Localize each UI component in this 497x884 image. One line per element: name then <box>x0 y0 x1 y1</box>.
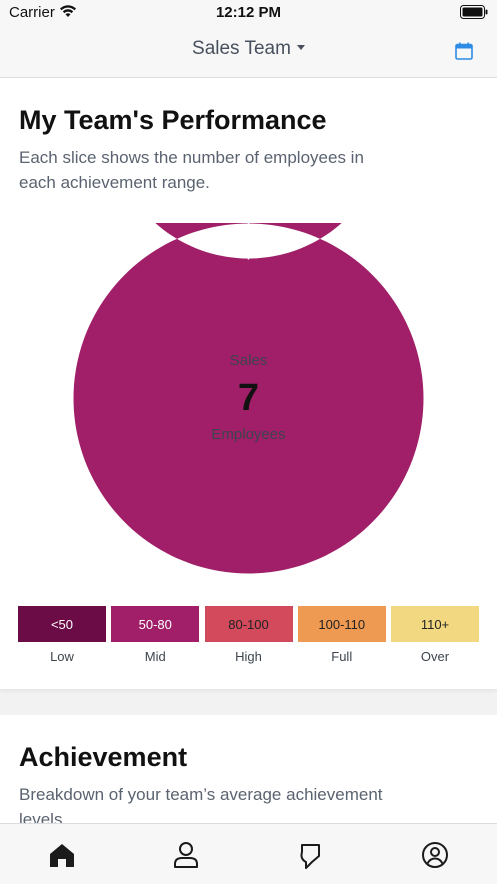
account-circle-icon[interactable] <box>420 840 450 870</box>
performance-card: My Team's Performance Each slice shows t… <box>0 0 497 689</box>
donut-chart[interactable]: Sales 7 Employees <box>73 0 424 574</box>
wifi-icon <box>60 5 76 17</box>
achievement-title: Achievement <box>19 742 188 772</box>
legend-item-high: 80-100 High <box>204 606 293 664</box>
range-legend: <50 Low 50-80 Mid 80-100 High 100-110 Full 110+ O… <box>18 606 479 666</box>
legend-range-2: 80-100 <box>204 606 293 642</box>
donut-center-count: 7 <box>237 377 260 419</box>
legend-item-over: 110+ Over <box>391 606 479 664</box>
donut-center-label: Sales <box>229 352 268 369</box>
performance-title: My Team's Performance <box>19 105 327 135</box>
status-bar: Carrier 12:12 PM <box>0 0 497 26</box>
legend-range-3: 100-110 <box>297 606 386 642</box>
carrier-label: Carrier <box>9 4 55 21</box>
donut-center: Sales 7 Employees <box>73 352 424 443</box>
legend-item-full: 100-110 Full <box>297 606 386 664</box>
team-selector[interactable]: Sales Team <box>0 38 497 60</box>
home-icon[interactable] <box>47 840 77 870</box>
legend-range-0: <50 <box>18 606 106 642</box>
nav-title[interactable]: Sales Team <box>192 38 291 59</box>
calendar-icon[interactable] <box>455 42 473 60</box>
battery-icon <box>460 5 488 19</box>
caret-down-icon[interactable] <box>296 45 305 51</box>
legend-label-1: Mid <box>144 649 166 664</box>
ribbon-icon[interactable] <box>296 840 326 870</box>
legend-range-1: 50-80 <box>111 606 200 642</box>
status-time: 12:12 PM <box>215 4 282 21</box>
performance-description: Each slice shows the number of employees… <box>19 148 364 192</box>
tab-bar <box>0 823 497 884</box>
legend-label-2: High <box>235 649 262 664</box>
legend-label-4: Over <box>420 649 450 664</box>
donut-center-sublabel: Employees <box>211 426 286 443</box>
legend-label-0: Low <box>50 649 74 664</box>
legend-range-4: 110+ <box>391 606 479 642</box>
legend-item-mid: 50-80 Mid <box>111 606 200 664</box>
nav-bar: Sales Team <box>0 26 497 78</box>
achievement-card: Achievement Breakdown of your team’s ave… <box>0 715 497 835</box>
person-icon[interactable] <box>171 840 201 870</box>
legend-label-3: Full <box>331 649 353 664</box>
legend-item-low: <50 Low <box>18 606 106 664</box>
